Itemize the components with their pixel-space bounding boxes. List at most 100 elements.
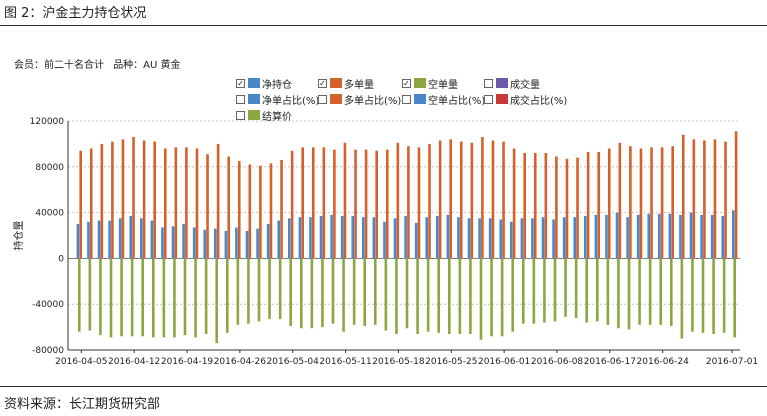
legend-checkbox[interactable]: ✓ (318, 78, 327, 88)
bar-net (700, 214, 703, 259)
bar-short (669, 258, 673, 326)
legend-item[interactable]: ✓ 多单量 (318, 76, 374, 91)
legend-item[interactable]: 空单占比(%) (402, 92, 486, 107)
bar-long (89, 148, 93, 259)
bar-short (490, 258, 493, 337)
bar-net (520, 218, 524, 259)
bar-long (121, 139, 125, 259)
y-tick-label: 120000 (30, 117, 65, 127)
bar-short (426, 258, 430, 332)
legend-checkbox[interactable] (236, 110, 245, 120)
bar-long (322, 147, 326, 259)
bar-net (214, 228, 217, 259)
figure-title: 图 2：沪金主力持仓状况 (4, 6, 147, 21)
legend-label: 净持仓 (262, 79, 292, 91)
bar-short (521, 258, 525, 324)
legend-label: 净单占比(%) (262, 95, 320, 107)
bar-short (543, 258, 546, 323)
bar-short (204, 258, 208, 334)
bar-net (203, 229, 207, 259)
y-tick-label: 80000 (35, 163, 64, 173)
bar-short (120, 258, 123, 337)
bar-short (680, 258, 684, 339)
bar-long (417, 147, 421, 259)
bar-long (195, 148, 199, 259)
legend-label: 多单量 (344, 79, 374, 91)
bar-long (375, 150, 378, 259)
bar-long (681, 134, 685, 259)
bar-net (309, 217, 312, 259)
bar-net (605, 214, 608, 259)
bar-long (470, 142, 474, 259)
bar-short (183, 258, 187, 336)
bar-short (733, 258, 737, 338)
bar-net (393, 218, 397, 259)
y-tick-label: -40000 (32, 300, 64, 310)
bar-short (638, 258, 641, 325)
x-tick-label: 2016-06-08 (531, 357, 584, 367)
bar-short (617, 258, 620, 329)
x-tick-label: 2016-04-05 (55, 357, 107, 367)
legend-swatch (330, 94, 342, 104)
legend-checkbox[interactable] (318, 94, 327, 104)
bar-short (479, 258, 483, 340)
legend-swatch (414, 94, 426, 104)
bar-long (650, 147, 653, 259)
bar-short (225, 258, 229, 333)
source-note: 资料来源：长江期货研究部 (4, 397, 161, 412)
bar-net (689, 212, 693, 259)
legend-item[interactable]: ✓ 净持仓 (236, 76, 292, 91)
legend-label: 成交量 (510, 79, 540, 91)
legend-item[interactable]: ✓ 空单量 (402, 76, 458, 91)
bar-net (594, 214, 598, 259)
x-tick-label: 2016-06-01 (478, 357, 530, 367)
legend-checkbox[interactable] (484, 78, 493, 88)
bar-net (383, 221, 386, 259)
bar-short (268, 258, 271, 320)
bar-long (163, 148, 167, 259)
bar-long (692, 139, 696, 259)
legend-item[interactable]: 多单占比(%) (318, 92, 402, 107)
legend-item[interactable]: 结算价 (236, 108, 292, 123)
x-tick-label: 2016-04-26 (214, 357, 267, 367)
legend-item[interactable]: 净单占比(%) (236, 92, 320, 107)
bar-long (607, 148, 611, 259)
legend-checkbox[interactable] (236, 94, 245, 104)
legend-checkbox[interactable] (402, 94, 411, 104)
bar-net (140, 218, 143, 259)
bar-short (247, 258, 250, 324)
bar-short (469, 258, 472, 334)
bar-long (142, 140, 146, 259)
bar-short (173, 258, 176, 338)
bar-short (130, 258, 134, 337)
bar-long (269, 163, 273, 259)
bar-long (333, 149, 336, 259)
legend-checkbox[interactable] (484, 94, 493, 104)
y-tick-label: 40000 (35, 209, 64, 219)
bar-short (77, 258, 81, 332)
bar-short (162, 258, 166, 338)
legend-item[interactable]: 成交量 (484, 76, 540, 91)
bar-short (532, 258, 536, 324)
legend-checkbox[interactable]: ✓ (236, 78, 245, 88)
bar-short (659, 258, 663, 325)
legend-checkbox[interactable]: ✓ (402, 78, 411, 88)
legend-label: 结算价 (262, 111, 292, 123)
bar-short (321, 258, 324, 328)
bar-short (416, 258, 419, 334)
legend-label: 空单占比(%) (428, 95, 486, 107)
bar-net (235, 227, 238, 259)
x-tick-label: 2016-05-11 (319, 357, 371, 367)
legend-swatch (330, 78, 342, 88)
x-tick-label: 2016-05-25 (425, 357, 477, 367)
bar-short (500, 258, 504, 337)
product-label: 品种：AU 黄金 (113, 60, 181, 71)
legend-label: 多单占比(%) (344, 95, 402, 107)
bar-long (586, 151, 590, 259)
chart-panel (0, 38, 767, 384)
bar-long (185, 147, 188, 259)
bar-short (595, 258, 599, 322)
bar-short (99, 258, 102, 336)
bar-net (245, 230, 249, 259)
legend-item[interactable]: 成交占比(%) (484, 92, 567, 107)
